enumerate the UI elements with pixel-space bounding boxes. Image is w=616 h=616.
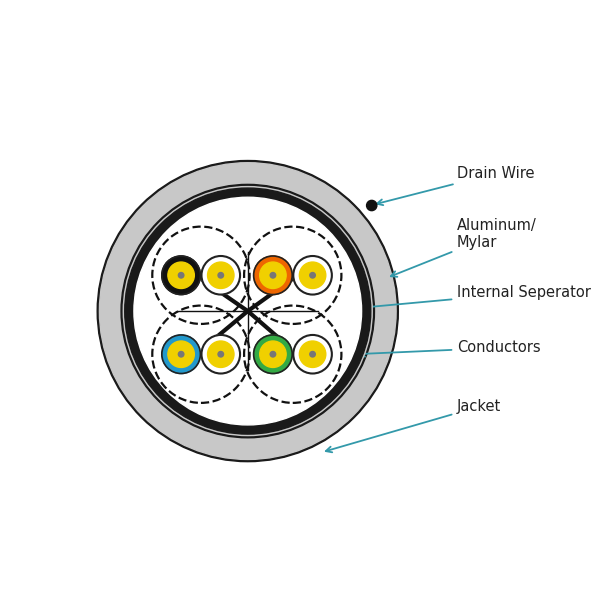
Circle shape bbox=[218, 352, 224, 357]
Text: Jacket: Jacket bbox=[326, 399, 501, 452]
Circle shape bbox=[162, 335, 200, 373]
Circle shape bbox=[254, 335, 292, 373]
Circle shape bbox=[134, 197, 362, 425]
Text: Internal Seperator: Internal Seperator bbox=[290, 285, 591, 317]
Circle shape bbox=[293, 256, 332, 294]
Circle shape bbox=[310, 352, 315, 357]
Circle shape bbox=[168, 341, 194, 368]
Circle shape bbox=[201, 335, 240, 373]
Text: Aluminum/
Mylar: Aluminum/ Mylar bbox=[391, 218, 537, 277]
Circle shape bbox=[131, 195, 364, 428]
Circle shape bbox=[99, 163, 396, 460]
Circle shape bbox=[299, 262, 326, 288]
Circle shape bbox=[310, 272, 315, 278]
Circle shape bbox=[208, 262, 234, 288]
Text: Drain Wire: Drain Wire bbox=[377, 166, 535, 205]
Circle shape bbox=[270, 352, 276, 357]
Circle shape bbox=[125, 188, 371, 434]
Circle shape bbox=[293, 335, 332, 373]
Circle shape bbox=[260, 341, 286, 368]
Circle shape bbox=[97, 161, 399, 461]
Circle shape bbox=[168, 262, 194, 288]
Circle shape bbox=[208, 341, 234, 368]
Circle shape bbox=[367, 200, 377, 211]
Circle shape bbox=[162, 256, 200, 294]
Circle shape bbox=[121, 184, 375, 438]
Circle shape bbox=[254, 256, 292, 294]
Circle shape bbox=[179, 272, 184, 278]
Circle shape bbox=[123, 187, 372, 436]
Circle shape bbox=[270, 272, 276, 278]
Circle shape bbox=[299, 341, 326, 368]
Text: Conductors: Conductors bbox=[359, 340, 541, 357]
Circle shape bbox=[218, 272, 224, 278]
Circle shape bbox=[201, 256, 240, 294]
Circle shape bbox=[179, 352, 184, 357]
Circle shape bbox=[260, 262, 286, 288]
